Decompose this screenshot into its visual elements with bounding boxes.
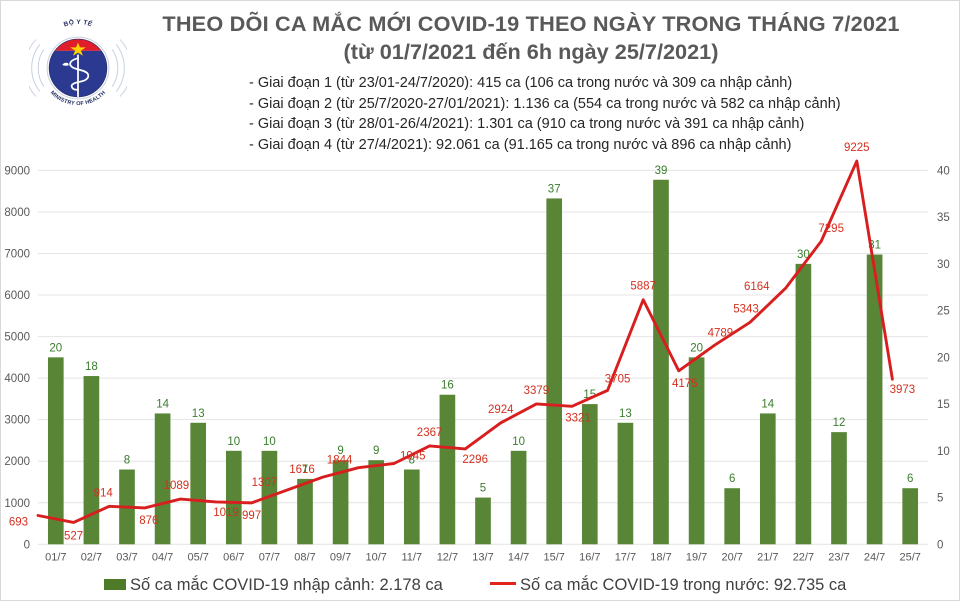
- svg-text:997: 997: [242, 510, 261, 522]
- svg-text:6000: 6000: [4, 290, 30, 302]
- svg-text:1089: 1089: [164, 480, 190, 492]
- svg-text:20: 20: [49, 342, 62, 354]
- svg-text:2924: 2924: [488, 404, 514, 416]
- svg-text:13: 13: [619, 408, 632, 420]
- svg-text:19/7: 19/7: [686, 551, 707, 563]
- svg-text:1019: 1019: [213, 507, 239, 519]
- svg-text:14: 14: [761, 398, 774, 410]
- svg-text:40: 40: [937, 165, 950, 177]
- svg-text:18/7: 18/7: [650, 551, 671, 563]
- svg-text:527: 527: [64, 530, 83, 542]
- svg-text:02/7: 02/7: [81, 551, 102, 563]
- svg-text:16/7: 16/7: [579, 551, 600, 563]
- svg-text:04/7: 04/7: [152, 551, 173, 563]
- svg-text:2000: 2000: [4, 456, 30, 468]
- svg-text:4000: 4000: [4, 373, 30, 385]
- svg-text:4789: 4789: [708, 327, 734, 339]
- svg-text:6: 6: [729, 473, 735, 485]
- svg-text:13/7: 13/7: [472, 551, 493, 563]
- svg-text:10: 10: [512, 436, 525, 448]
- svg-text:39: 39: [655, 165, 668, 177]
- svg-text:3321: 3321: [565, 412, 591, 424]
- svg-text:876: 876: [139, 515, 158, 527]
- svg-text:01/7: 01/7: [45, 551, 66, 563]
- svg-text:3000: 3000: [4, 415, 30, 427]
- svg-text:35: 35: [937, 212, 950, 224]
- svg-text:1616: 1616: [289, 464, 315, 476]
- svg-text:5: 5: [937, 493, 943, 505]
- svg-text:6: 6: [907, 473, 913, 485]
- svg-text:3973: 3973: [890, 384, 916, 396]
- svg-text:2296: 2296: [462, 454, 488, 466]
- svg-text:09/7: 09/7: [330, 551, 351, 563]
- svg-text:15/7: 15/7: [543, 551, 564, 563]
- svg-text:14/7: 14/7: [508, 551, 529, 563]
- svg-text:25/7: 25/7: [899, 551, 920, 563]
- svg-text:10: 10: [937, 446, 950, 458]
- svg-text:11/7: 11/7: [402, 551, 423, 563]
- svg-text:BỘ Y TẾ: BỘ Y TẾ: [63, 19, 95, 29]
- svg-text:5887: 5887: [630, 281, 656, 293]
- svg-text:1000: 1000: [4, 498, 30, 510]
- svg-text:22/7: 22/7: [793, 551, 814, 563]
- svg-text:03/7: 03/7: [116, 551, 137, 563]
- svg-text:693: 693: [9, 517, 28, 529]
- svg-text:30: 30: [937, 259, 950, 271]
- svg-text:24/7: 24/7: [864, 551, 885, 563]
- svg-text:9000: 9000: [4, 165, 30, 177]
- svg-text:8: 8: [124, 455, 130, 467]
- svg-text:10/7: 10/7: [365, 551, 386, 563]
- svg-text:5: 5: [480, 483, 486, 495]
- svg-text:8000: 8000: [4, 207, 30, 219]
- svg-text:10: 10: [227, 436, 240, 448]
- svg-text:10: 10: [263, 436, 276, 448]
- svg-text:07/7: 07/7: [259, 551, 280, 563]
- svg-text:1844: 1844: [327, 455, 353, 467]
- svg-text:3705: 3705: [605, 373, 631, 385]
- svg-text:0: 0: [937, 539, 943, 551]
- svg-text:23/7: 23/7: [828, 551, 849, 563]
- svg-text:06/7: 06/7: [223, 551, 244, 563]
- svg-text:7295: 7295: [818, 223, 844, 235]
- svg-text:4175: 4175: [672, 378, 698, 390]
- svg-text:18: 18: [85, 361, 98, 373]
- svg-text:20/7: 20/7: [721, 551, 742, 563]
- svg-text:1945: 1945: [400, 451, 426, 463]
- svg-text:9: 9: [373, 445, 379, 457]
- svg-text:20: 20: [937, 352, 950, 364]
- svg-text:05/7: 05/7: [187, 551, 208, 563]
- svg-text:21/7: 21/7: [757, 551, 778, 563]
- svg-text:5000: 5000: [4, 332, 30, 344]
- svg-text:12/7: 12/7: [437, 551, 458, 563]
- svg-text:15: 15: [937, 399, 950, 411]
- svg-text:12: 12: [833, 417, 846, 429]
- svg-text:17/7: 17/7: [615, 551, 636, 563]
- svg-text:2367: 2367: [417, 427, 443, 439]
- svg-text:7000: 7000: [4, 248, 30, 260]
- svg-text:25: 25: [937, 306, 950, 318]
- svg-text:20: 20: [690, 342, 703, 354]
- svg-text:1307: 1307: [252, 477, 278, 489]
- svg-text:914: 914: [94, 487, 114, 499]
- svg-text:6164: 6164: [744, 281, 770, 293]
- svg-text:13: 13: [192, 408, 205, 420]
- svg-text:16: 16: [441, 380, 454, 392]
- svg-text:5343: 5343: [733, 303, 759, 315]
- svg-text:37: 37: [548, 183, 561, 195]
- svg-text:9225: 9225: [844, 142, 870, 154]
- svg-text:14: 14: [156, 398, 169, 410]
- svg-text:08/7: 08/7: [294, 551, 315, 563]
- svg-text:3379: 3379: [524, 385, 550, 397]
- svg-text:0: 0: [24, 539, 30, 551]
